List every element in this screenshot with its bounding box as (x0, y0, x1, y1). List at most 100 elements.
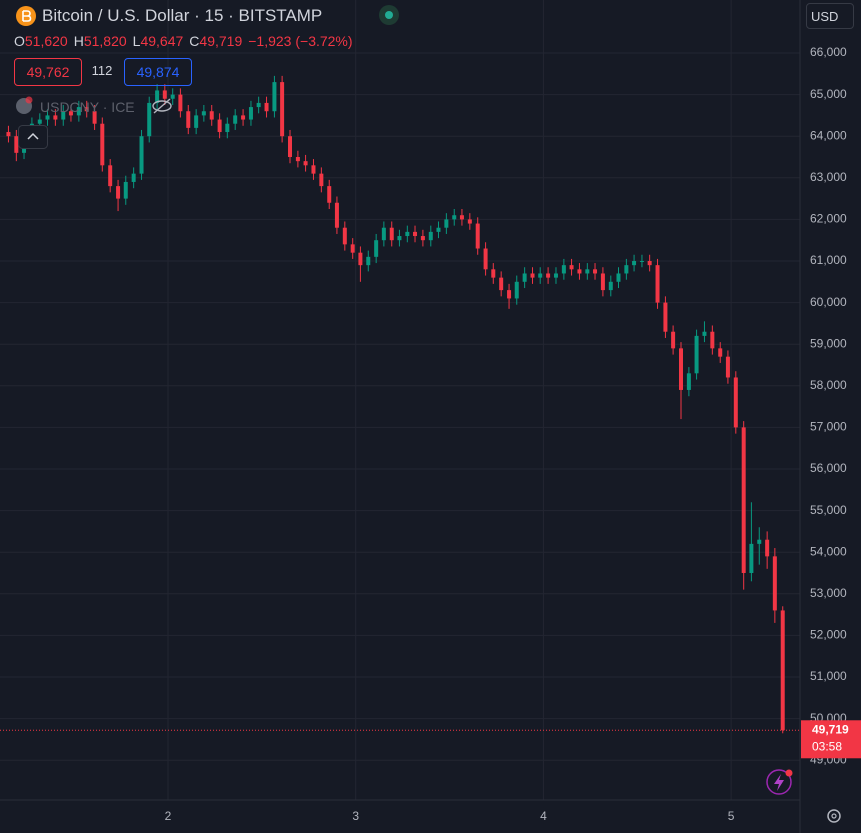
candle-body (53, 115, 58, 120)
candle-body (405, 231, 410, 237)
axes: 49,00050,00051,00052,00053,00054,00055,0… (0, 45, 861, 823)
candle-body (499, 277, 504, 291)
y-tick-label: 56,000 (810, 461, 847, 475)
candle-body (170, 94, 175, 99)
settings-icon[interactable] (827, 809, 841, 823)
y-tick-label: 65,000 (810, 87, 847, 101)
candle-body (772, 556, 777, 611)
buy-button[interactable]: 49,874 (124, 58, 192, 86)
candle-body (248, 107, 253, 120)
settings-center (831, 813, 837, 819)
overlay-legend[interactable]: USDCNY · ICE (40, 99, 135, 115)
y-tick-label: 53,000 (810, 586, 847, 600)
ohlc-value: 49,647 (140, 33, 184, 49)
collapse-button[interactable] (18, 125, 48, 149)
candle-body (639, 260, 644, 262)
last-price-label: 49,719 (812, 722, 849, 736)
candle-body (741, 427, 746, 573)
ohlc-label: C (189, 33, 200, 49)
candle-body (694, 335, 699, 374)
candle-body (264, 102, 269, 112)
candle-body (256, 102, 261, 108)
candle-body (327, 186, 332, 203)
y-tick-label: 58,000 (810, 378, 847, 392)
candle-body (131, 173, 136, 182)
y-tick-label: 59,000 (810, 336, 847, 350)
candle-body (358, 252, 363, 266)
candle-body (655, 265, 660, 303)
candle-body (577, 269, 582, 274)
sell-button[interactable]: 49,762 (14, 58, 82, 86)
currency-button[interactable]: USD (806, 3, 854, 29)
candle-body (288, 136, 293, 157)
countdown: 03:58 (812, 739, 842, 753)
y-tick-label: 51,000 (810, 669, 847, 683)
candle-body (84, 107, 89, 112)
candle-body (436, 227, 441, 232)
eye-slash (153, 98, 171, 114)
candle-body (507, 290, 512, 299)
candle-body (374, 240, 379, 257)
candle-body (295, 156, 300, 162)
candle-body (686, 373, 691, 390)
ohlc-value: 51,620 (24, 33, 68, 49)
candle-body (600, 273, 605, 291)
candle-body (428, 231, 433, 241)
candle-body (342, 227, 347, 245)
y-tick-label: 61,000 (810, 253, 847, 267)
candle-body (522, 273, 527, 282)
candle-body (92, 111, 97, 124)
hide-icon[interactable] (150, 96, 174, 116)
candle-body (194, 115, 199, 128)
candle-body (725, 356, 730, 378)
collapse-box (18, 125, 48, 149)
grid (0, 0, 800, 800)
ohlc-line: O51,620 H51,820 L49,647 C49,719 −1,923 (−3.7… (14, 33, 359, 49)
candle-body (225, 123, 230, 133)
candle-body (475, 223, 480, 249)
candle-body (303, 161, 308, 166)
candle-body (209, 111, 214, 120)
candle-body (61, 111, 66, 120)
candle-body (14, 136, 19, 153)
candle-body (702, 331, 707, 336)
x-tick-label: 2 (165, 809, 172, 823)
candle-body (217, 119, 222, 133)
candle-body (162, 90, 167, 99)
candle-body (233, 115, 238, 124)
y-tick-label: 63,000 (810, 170, 847, 184)
change: −1,923 (−3.72%) (248, 33, 353, 49)
x-tick-label: 4 (540, 809, 547, 823)
candle-body (624, 265, 629, 274)
collapse-arrow (27, 132, 39, 140)
candle-body (553, 273, 558, 278)
candle-body (389, 227, 394, 241)
candle-body (444, 219, 449, 228)
ohlc-value: 49,719 (199, 33, 243, 49)
alert-dot (785, 769, 793, 777)
symbol-title[interactable]: Bitcoin / U.S. Dollar · 15 · BITSTAMP (42, 6, 323, 25)
candle-body (632, 260, 637, 266)
spread: 112 (91, 63, 113, 78)
candle-body (608, 281, 613, 291)
candle-body (663, 302, 668, 332)
ohlc-label: H (73, 33, 84, 49)
candle-body (757, 539, 762, 544)
ohlc-label: O (14, 33, 25, 49)
alert-icon[interactable] (766, 769, 792, 795)
candle-body (585, 269, 590, 274)
candle-body (491, 269, 496, 278)
candle-body (678, 348, 683, 390)
candle-body (241, 115, 246, 120)
market-status (379, 5, 399, 25)
candle-body (37, 119, 42, 124)
candle-body (76, 107, 81, 116)
candle-body (334, 202, 339, 228)
candle-body (749, 543, 754, 573)
candle-body (280, 82, 285, 137)
candle-body (593, 269, 598, 274)
y-tick-label: 64,000 (810, 128, 847, 142)
candle-body (116, 186, 121, 199)
